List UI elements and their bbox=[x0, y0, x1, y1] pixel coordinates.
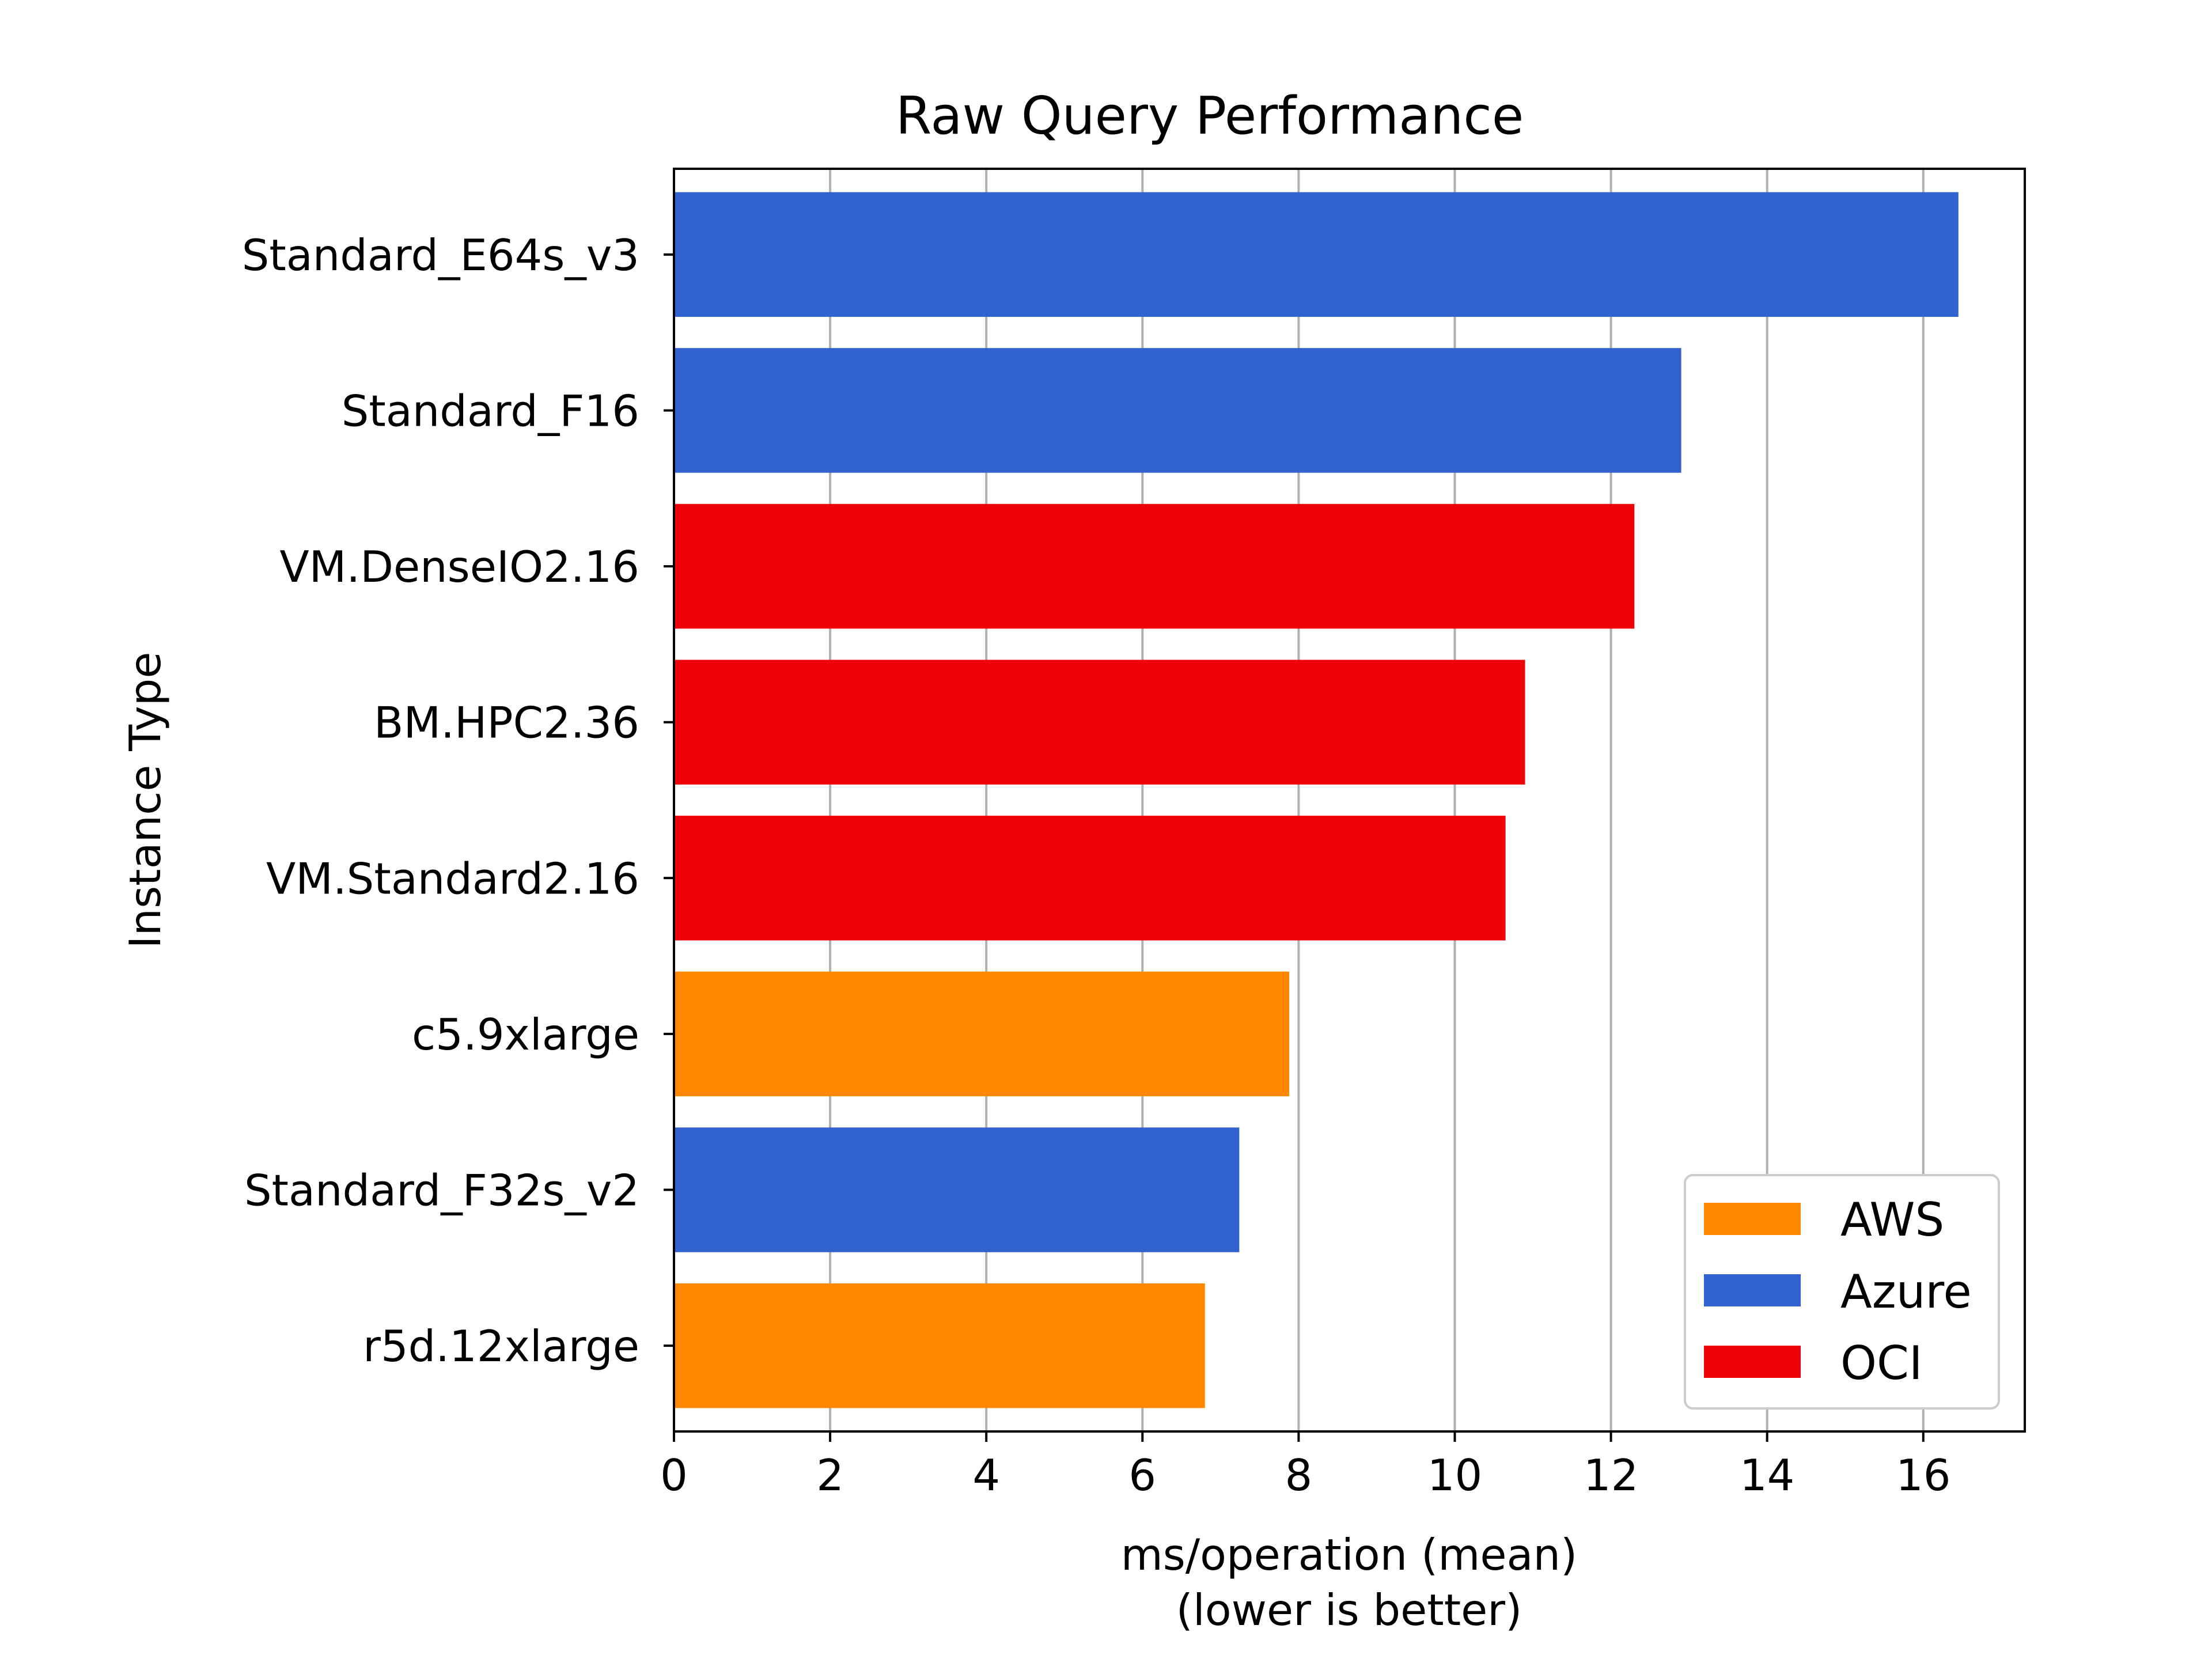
y-tick-label: Standard_F16 bbox=[342, 385, 639, 436]
x-tick-label: 10 bbox=[1427, 1450, 1482, 1501]
bar-vm-denseio2-16 bbox=[674, 503, 1635, 629]
legend-label-azure: Azure bbox=[1840, 1265, 1972, 1319]
y-axis-label: Instance Type bbox=[120, 652, 171, 948]
bar-c5-9xlarge bbox=[674, 971, 1290, 1097]
x-axis-ticks: 0 2 4 6 8 10 12 14 16 bbox=[660, 1431, 1951, 1501]
y-tick-label: BM.HPC2.36 bbox=[374, 698, 639, 748]
x-axis-label-line1: ms/operation (mean) bbox=[1121, 1529, 1578, 1580]
x-axis-label-line2: (lower is better) bbox=[1176, 1585, 1522, 1635]
y-tick-label: VM.DenseIO2.16 bbox=[279, 541, 639, 592]
plot-frame bbox=[673, 168, 2026, 1433]
bar-vm-standard2-16 bbox=[674, 816, 1506, 941]
bar-standard-f16 bbox=[674, 348, 1681, 473]
bar-standard-e64s-v3 bbox=[674, 192, 1959, 317]
legend-swatch-aws bbox=[1704, 1203, 1801, 1235]
bar-bm-hpc2-36 bbox=[674, 660, 1525, 785]
bars bbox=[674, 192, 1959, 1408]
x-tick-label: 8 bbox=[1285, 1450, 1313, 1501]
y-tick-label: Standard_E64s_v3 bbox=[242, 230, 639, 281]
legend-swatch-azure bbox=[1704, 1274, 1801, 1306]
y-tick-label: Standard_F32s_v2 bbox=[244, 1165, 639, 1216]
bar-r5d-12xlarge bbox=[674, 1283, 1205, 1408]
x-tick-label: 4 bbox=[972, 1450, 1000, 1501]
y-tick-label: VM.Standard2.16 bbox=[266, 853, 639, 904]
x-tick-label: 2 bbox=[816, 1450, 844, 1501]
x-tick-label: 14 bbox=[1740, 1450, 1794, 1501]
legend-label-oci: OCI bbox=[1840, 1336, 1922, 1390]
chart-title: Raw Query Performance bbox=[896, 86, 1524, 146]
x-tick-label: 16 bbox=[1896, 1450, 1950, 1501]
y-tick-label: c5.9xlarge bbox=[412, 1009, 639, 1060]
x-tick-label: 6 bbox=[1128, 1450, 1156, 1501]
y-tick-label: r5d.12xlarge bbox=[363, 1321, 639, 1372]
legend-swatch-oci bbox=[1704, 1346, 1801, 1378]
legend-label-aws: AWS bbox=[1840, 1193, 1944, 1247]
bar-standard-f32s-v2 bbox=[674, 1127, 1240, 1252]
legend: AWS Azure OCI bbox=[1684, 1174, 2000, 1410]
y-axis-ticks: Standard_E64s_v3 Standard_F16 VM.DenseIO2.… bbox=[242, 230, 674, 1372]
x-tick-label: 0 bbox=[660, 1450, 688, 1501]
x-tick-label: 12 bbox=[1584, 1450, 1638, 1501]
